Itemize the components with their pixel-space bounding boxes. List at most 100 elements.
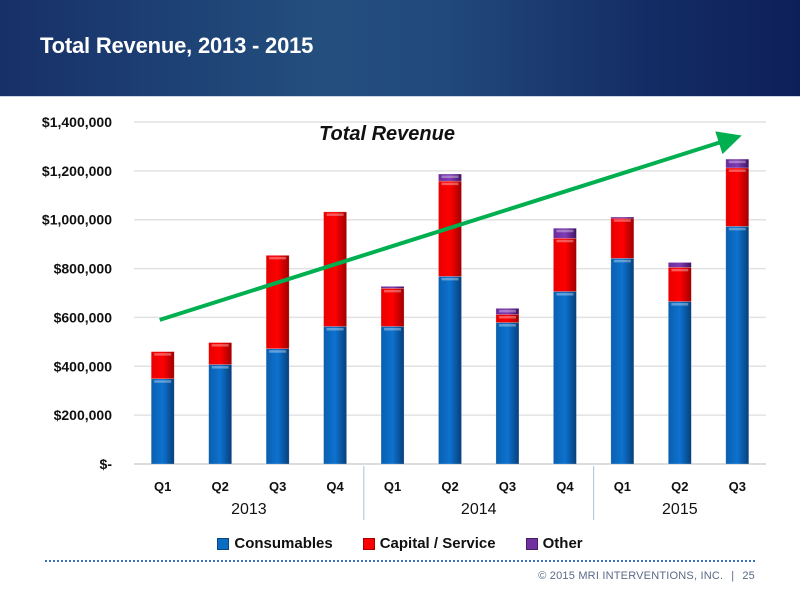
legend-label: Other [542,535,583,552]
copyright-text: © 2015 MRI INTERVENTIONS, INC. [538,570,724,582]
y-tick-label: $1,000,000 [42,212,112,228]
bar-highlight [384,327,402,331]
bar-highlight [498,315,516,319]
bar-segment-other [610,216,635,219]
x-tick-label: Q2 [671,479,688,494]
x-tick-label: Q2 [441,479,458,494]
bar-highlight [441,175,459,179]
bar-stack [323,211,347,465]
bar-highlight [498,324,516,327]
legend-label: Capital / Service [379,535,496,552]
bar-segment-other [380,286,405,289]
bar-segment-other [725,158,750,169]
chart-title: Total Revenue [319,123,455,145]
x-tick-label: Q1 [384,479,401,494]
bar-segment-consumables [380,326,405,465]
x-tick-label: Q3 [729,479,746,494]
legend-swatch-other [525,537,538,550]
bar-segment-other [495,308,520,315]
y-tick-label: $600,000 [54,309,113,325]
x-tick-label: Q4 [326,479,344,494]
bar-highlight [556,293,574,296]
x-tick-label: Q2 [212,479,229,494]
bar-highlight [154,380,172,383]
bar-segment-capital-service [725,167,750,227]
bar-highlight [326,327,344,331]
bar-segment-capital-service [553,237,577,292]
legend-item-capital-service: Capital / Service [362,535,496,552]
x-tick-label: Q1 [154,479,171,494]
bar-highlight [556,229,574,233]
slide-header: Total Revenue, 2013 - 2015 [0,0,800,97]
year-label: 2015 [662,501,698,518]
bar-segment-capital-service [208,342,232,365]
bar-highlight [154,353,172,356]
bar-highlight [613,219,631,222]
bar-highlight [384,289,402,293]
revenue-chart: $- $200,000 $400,000 $600,000 $800,000 $1,000… [42,114,766,520]
footer-divider [45,560,755,562]
year-label: 2014 [461,501,497,518]
bar-stack [265,255,290,465]
chart-legend: Consumables Capital / Service Other [0,535,800,552]
bar-segment-capital-service [150,351,175,380]
bar-segment-consumables [668,301,692,465]
trend-arrow [159,131,742,322]
x-tick-label: Q3 [269,479,286,494]
bar-highlight [671,303,689,306]
bar-highlight [441,277,459,281]
bar-highlight [211,344,229,347]
page-number: 25 [742,570,755,582]
bar-segment-other [438,173,462,182]
bar-stack [668,262,692,465]
x-tick-label: Q4 [556,479,574,494]
bar-segment-capital-service [323,211,347,327]
bar-segment-capital-service [380,288,405,327]
bar-highlight [269,350,287,353]
bar-highlight [269,256,287,260]
bar-segment-other [553,227,577,239]
y-tick-label: $1,400,000 [42,114,112,130]
slide-title: Total Revenue, 2013 - 2015 [40,33,314,58]
bar-segment-capital-service [610,217,635,259]
bar-segment-other [668,262,692,268]
y-tick-label: $800,000 [54,261,113,277]
bar-highlight [441,182,459,186]
y-tick-label: $200,000 [54,407,113,423]
bar-segment-capital-service [668,267,692,302]
y-axis: $- $200,000 $400,000 $600,000 $800,000 $1,000… [42,114,112,472]
legend-swatch-capital-service [362,537,375,550]
legend-label: Consumables [234,535,333,552]
bar-highlight [613,259,631,263]
bar-segment-consumables [610,258,635,465]
bar-segment-consumables [150,378,175,465]
bar-highlight [556,239,574,243]
bar-stack [150,351,175,465]
footer-separator: | [731,570,735,582]
bar-segment-consumables [323,326,347,465]
x-tick-label: Q1 [614,479,631,494]
y-tick-label: $- [100,456,113,472]
bar-segment-consumables [265,348,290,465]
bar-segment-consumables [725,226,750,465]
bar-segment-consumables [495,322,520,465]
bar-stack [725,158,750,465]
bar-stack [208,342,232,465]
bar-stack [380,286,405,465]
x-tick-label: Q3 [499,479,516,494]
bar-stack [553,227,577,465]
bar-highlight [326,213,344,216]
bar-highlight [728,160,746,164]
bar-stack [495,308,520,465]
bar-segment-capital-service [265,255,290,349]
bar-segment-capital-service [495,314,520,323]
bar-segment-consumables [553,291,577,465]
bar-highlight [728,169,746,172]
y-tick-label: $400,000 [54,358,113,374]
bar-highlight [498,309,516,313]
bar-highlight [728,227,746,231]
bar-highlight [671,268,689,272]
slide-footer: © 2015 MRI INTERVENTIONS, INC. | 25 [538,570,755,582]
bar-stack [438,173,462,465]
